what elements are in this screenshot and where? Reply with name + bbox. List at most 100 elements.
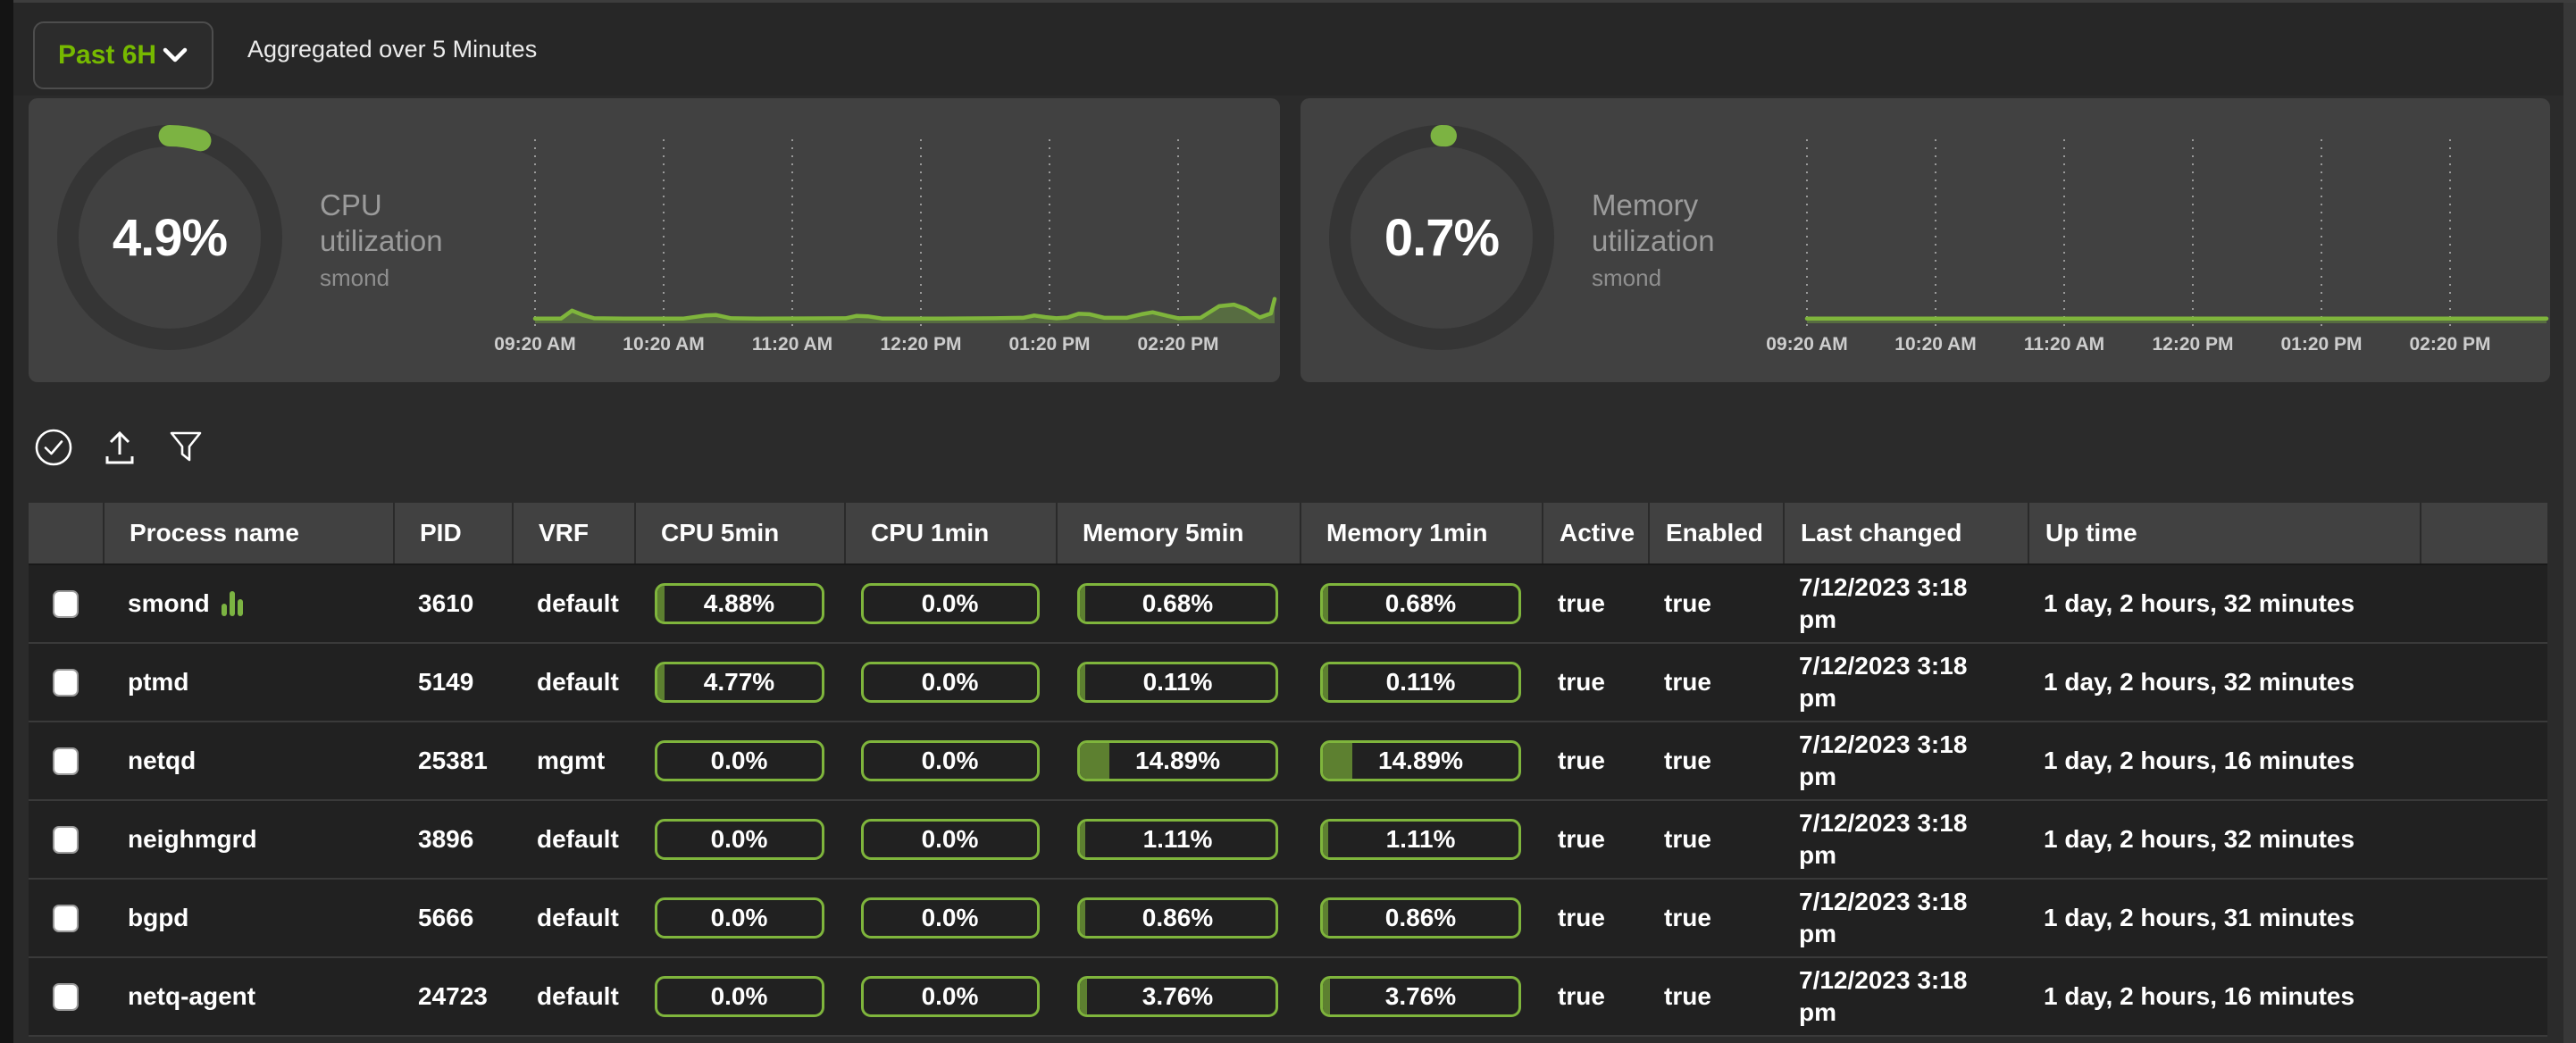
column-header-mem1[interactable]: Memory 1min <box>1300 503 1542 563</box>
svg-text:11:20 AM: 11:20 AM <box>2024 334 2104 355</box>
svg-text:02:20 PM: 02:20 PM <box>1137 334 1218 355</box>
mem1-pill: 3.76% <box>1320 976 1521 1017</box>
column-header-vrf[interactable]: VRF <box>512 503 634 563</box>
cell-last-changed: 7/12/2023 3:18 pm <box>1799 809 1968 869</box>
cell-uptime: 1 day, 2 hours, 32 minutes <box>2044 825 2355 853</box>
pill-value: 1.11% <box>1142 825 1213 853</box>
chart-bars-icon <box>221 591 243 616</box>
pill-value: 0.0% <box>921 825 979 853</box>
checkbox-cell <box>29 958 103 1035</box>
pill-fill-bar <box>1080 586 1085 622</box>
row-checkbox[interactable] <box>53 904 79 932</box>
column-header-uptime[interactable]: Up time <box>2028 503 2420 563</box>
filter-icon[interactable] <box>165 427 206 468</box>
table-row[interactable]: neighmgrd 3896 default 0.0% 0.0% 1.11% 1.11% tr… <box>29 799 2547 878</box>
cpu1-pill: 0.0% <box>860 897 1040 939</box>
process-name: netq-agent <box>128 982 256 1010</box>
cell-active: true <box>1558 747 1605 774</box>
cell-process-name: netq-agent <box>103 958 393 1035</box>
pill-value: 1.11% <box>1385 825 1456 853</box>
mem1-pill: 0.11% <box>1320 662 1521 703</box>
pill-value: 0.0% <box>710 825 768 853</box>
cell-blank <box>2420 958 2547 1035</box>
column-header-mem5[interactable]: Memory 5min <box>1056 503 1300 563</box>
cell-cpu1: 0.0% <box>844 801 1056 878</box>
mem5-pill: 3.76% <box>1077 976 1278 1017</box>
process-table: Process name PID VRF CPU 5min CPU 1min Memory… <box>29 503 2547 1037</box>
table-row[interactable]: netqd 25381 mgmt 0.0% 0.0% 14.89% 14.89% true tr… <box>29 721 2547 799</box>
cell-active: true <box>1558 904 1605 931</box>
cell-cpu5: 0.0% <box>634 801 844 878</box>
pill-value: 0.0% <box>710 904 768 931</box>
cell-cpu1: 0.0% <box>844 565 1056 642</box>
cell-mem5: 3.76% <box>1056 958 1300 1035</box>
time-range-dropdown[interactable]: Past 6H <box>33 21 213 89</box>
checkbox-cell <box>29 801 103 878</box>
cell-mem1: 3.76% <box>1300 958 1542 1035</box>
cell-enabled: true <box>1664 668 1711 696</box>
pill-value: 0.0% <box>710 747 768 774</box>
pill-fill-bar <box>1080 743 1109 779</box>
row-checkbox[interactable] <box>53 589 79 618</box>
process-name: smond <box>128 589 210 617</box>
row-checkbox[interactable] <box>53 825 79 854</box>
column-header-last[interactable]: Last changed <box>1783 503 2028 563</box>
cell-mem5: 0.68% <box>1056 565 1300 642</box>
cpu1-pill: 0.0% <box>860 583 1040 624</box>
pill-value: 0.11% <box>1142 668 1213 696</box>
pill-fill-bar <box>1323 743 1352 779</box>
memory-gauge-title: Memory utilization <box>1592 188 1715 257</box>
top-edge-divider <box>0 0 2576 3</box>
cell-blank <box>2420 644 2547 721</box>
cell-vrf: default <box>537 668 619 696</box>
column-header-enabled[interactable]: Enabled <box>1648 503 1783 563</box>
cell-last-changed: 7/12/2023 3:18 pm <box>1799 573 1968 633</box>
pill-fill-bar <box>1080 822 1085 857</box>
cell-enabled: true <box>1664 747 1711 774</box>
cpu5-pill: 4.77% <box>654 662 824 703</box>
cell-cpu5: 0.0% <box>634 880 844 956</box>
cell-enabled: true <box>1664 589 1711 617</box>
svg-text:11:20 AM: 11:20 AM <box>752 334 832 355</box>
cpu-sparkline-chart: 09:20 AM 10:20 AM 11:20 AM 12:20 PM 01:20 PM… <box>495 139 1277 355</box>
column-header-process[interactable]: Process name <box>103 503 393 563</box>
cell-active: true <box>1558 982 1605 1010</box>
cpu1-pill: 0.0% <box>860 976 1040 1017</box>
table-body: smond 3610 default 4.88% 0.0% 0.68% 0.68% true t… <box>29 563 2547 1037</box>
checkbox-cell <box>29 880 103 956</box>
column-header-pid[interactable]: PID <box>393 503 512 563</box>
pill-fill-bar <box>1323 979 1331 1014</box>
column-header-check <box>29 503 103 563</box>
cpu5-pill: 0.0% <box>654 976 824 1017</box>
cell-mem5: 14.89% <box>1056 722 1300 799</box>
cell-vrf: default <box>537 982 619 1010</box>
cell-vrf: default <box>537 904 619 931</box>
table-row[interactable]: netq-agent 24723 default 0.0% 0.0% 3.76% 3.76%… <box>29 956 2547 1035</box>
cell-uptime: 1 day, 2 hours, 16 minutes <box>2044 747 2355 774</box>
export-icon[interactable] <box>99 427 140 468</box>
table-row[interactable]: ptmd 5149 default 4.77% 0.0% 0.11% 0.11% true tr… <box>29 642 2547 721</box>
process-name: neighmgrd <box>128 825 257 853</box>
cell-uptime: 1 day, 2 hours, 31 minutes <box>2044 904 2355 931</box>
table-row[interactable]: smond 3610 default 4.88% 0.0% 0.68% 0.68% true t… <box>29 563 2547 642</box>
column-header-active[interactable]: Active <box>1542 503 1648 563</box>
check-circle-icon[interactable] <box>33 427 74 468</box>
row-checkbox[interactable] <box>53 747 79 775</box>
pill-value: 0.0% <box>921 904 979 931</box>
row-checkbox[interactable] <box>53 668 79 697</box>
memory-gauge-value: 0.7% <box>1384 208 1500 267</box>
row-checkbox[interactable] <box>53 982 79 1011</box>
pill-fill-bar <box>1323 822 1328 857</box>
pill-value: 14.89% <box>1378 747 1463 774</box>
chevron-down-icon <box>162 46 188 64</box>
cpu5-pill: 0.0% <box>654 819 824 860</box>
scrollbar-rail[interactable] <box>2563 3 2576 1043</box>
column-header-cpu5[interactable]: CPU 5min <box>634 503 844 563</box>
column-header-cpu1[interactable]: CPU 1min <box>844 503 1056 563</box>
svg-text:01:20 PM: 01:20 PM <box>2280 334 2362 355</box>
cpu-gauge-subtitle: smond <box>320 264 390 291</box>
cell-active: true <box>1558 825 1605 853</box>
cell-mem1: 1.11% <box>1300 801 1542 878</box>
cpu1-pill: 0.0% <box>860 819 1040 860</box>
table-row[interactable]: bgpd 5666 default 0.0% 0.0% 0.86% 0.86% true tru… <box>29 878 2547 956</box>
